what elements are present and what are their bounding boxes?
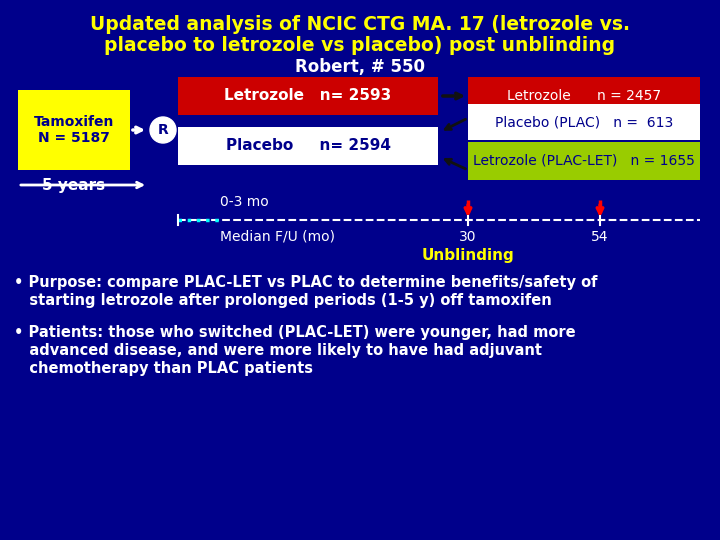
Text: 54: 54 xyxy=(591,230,608,244)
Bar xyxy=(178,77,438,115)
Text: chemotherapy than PLAC patients: chemotherapy than PLAC patients xyxy=(14,361,313,376)
Text: Updated analysis of NCIC CTG MA. 17 (letrozole vs.: Updated analysis of NCIC CTG MA. 17 (let… xyxy=(90,15,630,34)
Bar xyxy=(468,104,700,140)
Circle shape xyxy=(150,117,176,143)
Text: 30: 30 xyxy=(459,230,477,244)
Text: R: R xyxy=(158,123,168,137)
Text: Placebo (PLAC)   n =  613: Placebo (PLAC) n = 613 xyxy=(495,115,673,129)
Text: 0-3 mo: 0-3 mo xyxy=(220,195,269,209)
Text: Letrozole (PLAC-LET)   n = 1655: Letrozole (PLAC-LET) n = 1655 xyxy=(473,154,695,168)
Text: starting letrozole after prolonged periods (1-5 y) off tamoxifen: starting letrozole after prolonged perio… xyxy=(14,293,552,308)
Text: placebo to letrozole vs placebo) post unblinding: placebo to letrozole vs placebo) post un… xyxy=(104,36,616,55)
Bar xyxy=(178,127,438,165)
Text: Letrozole   n= 2593: Letrozole n= 2593 xyxy=(225,89,392,104)
Text: 5 years: 5 years xyxy=(42,178,106,193)
Text: • Patients: those who switched (PLAC-LET) were younger, had more: • Patients: those who switched (PLAC-LET… xyxy=(14,325,575,340)
Bar xyxy=(468,77,700,115)
Text: Median F/U (mo): Median F/U (mo) xyxy=(220,230,335,244)
Text: Tamoxifen
N = 5187: Tamoxifen N = 5187 xyxy=(34,115,114,145)
Text: advanced disease, and were more likely to have had adjuvant: advanced disease, and were more likely t… xyxy=(14,343,542,358)
Bar xyxy=(468,142,700,180)
Text: Unblinding: Unblinding xyxy=(422,248,514,263)
Text: Robert, # 550: Robert, # 550 xyxy=(295,58,425,76)
Text: Placebo     n= 2594: Placebo n= 2594 xyxy=(225,138,390,153)
Text: • Purpose: compare PLAC-LET vs PLAC to determine benefits/safety of: • Purpose: compare PLAC-LET vs PLAC to d… xyxy=(14,275,598,290)
Bar xyxy=(18,90,130,170)
Text: Letrozole      n = 2457: Letrozole n = 2457 xyxy=(507,89,661,103)
